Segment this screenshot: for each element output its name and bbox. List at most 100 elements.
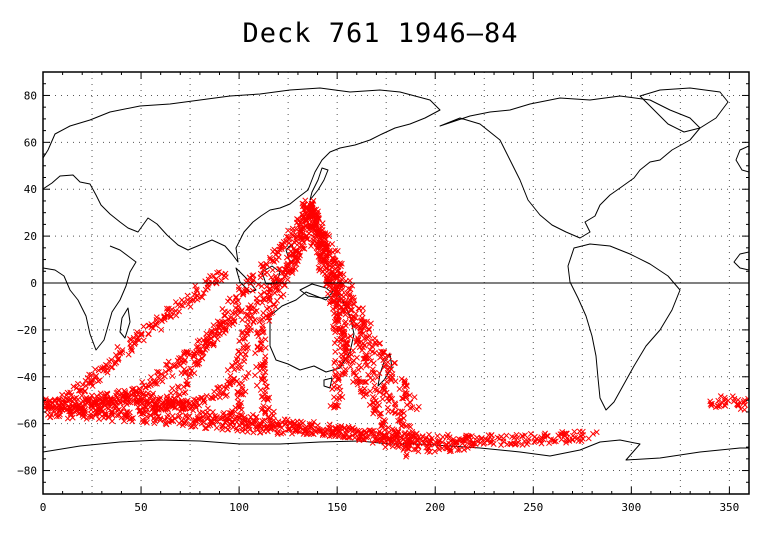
observation-marker [67, 406, 74, 412]
observation-marker [267, 285, 274, 292]
observation-marker [193, 404, 199, 411]
observation-marker [384, 395, 391, 402]
observation-marker [264, 397, 271, 404]
observation-marker [234, 427, 241, 434]
observation-marker [349, 282, 356, 289]
observation-marker [326, 263, 333, 269]
observation-marker [155, 369, 162, 376]
observation-marker [180, 390, 187, 397]
observation-marker [345, 300, 352, 307]
observation-marker [466, 440, 473, 447]
observation-marker [294, 258, 301, 265]
observation-marker [96, 416, 102, 423]
observation-marker [86, 371, 93, 378]
observation-marker [172, 389, 179, 396]
observation-marker [550, 437, 557, 443]
observation-marker [214, 418, 221, 425]
observation-marker [286, 420, 293, 427]
observation-marker [239, 335, 246, 342]
observation-marker [229, 362, 235, 369]
observation-marker [107, 395, 114, 402]
observation-marker [125, 351, 132, 358]
observation-marker [175, 398, 182, 405]
observation-marker [218, 271, 225, 278]
observation-marker [468, 436, 475, 443]
observation-marker [245, 305, 252, 312]
observation-marker [474, 437, 480, 444]
observation-marker [358, 434, 365, 441]
observation-marker [307, 422, 314, 429]
observation-marker [365, 371, 372, 378]
observation-marker [346, 434, 353, 441]
observation-marker [194, 338, 201, 345]
observation-marker [226, 381, 233, 388]
observation-marker [274, 429, 281, 436]
observation-marker [322, 260, 329, 267]
observation-marker [103, 410, 110, 417]
observation-marker [176, 412, 183, 419]
observation-marker [262, 369, 269, 376]
observation-marker [270, 301, 277, 308]
observation-marker [204, 405, 211, 412]
observation-marker [400, 415, 407, 422]
observation-marker [400, 446, 407, 453]
observation-marker [379, 396, 386, 402]
observation-marker [253, 307, 260, 314]
observation-marker [119, 347, 126, 353]
observation-marker [195, 343, 202, 350]
observation-marker [244, 428, 251, 435]
observation-marker [259, 299, 266, 306]
observation-marker [308, 223, 315, 230]
observation-marker [372, 406, 379, 413]
y-tick-label: 60 [24, 136, 37, 149]
observation-marker [401, 379, 408, 386]
observation-marker [230, 321, 236, 327]
observation-marker [101, 411, 108, 418]
observation-marker [332, 374, 338, 381]
observation-marker [252, 372, 258, 379]
observation-marker [236, 381, 243, 387]
observation-marker [316, 230, 323, 237]
observation-marker [267, 420, 273, 426]
observation-marker [171, 362, 178, 369]
observation-marker [512, 441, 519, 448]
observation-marker [114, 394, 121, 401]
observation-marker [558, 436, 565, 443]
observation-marker [153, 405, 160, 412]
observation-marker [359, 388, 366, 395]
observation-marker [108, 364, 115, 371]
observation-marker [284, 276, 291, 283]
observation-marker [211, 388, 218, 395]
x-tick-label: 200 [425, 501, 445, 514]
observation-marker [406, 392, 413, 399]
observation-marker [234, 394, 241, 401]
observation-marker [401, 410, 407, 417]
observation-marker [571, 428, 578, 435]
observation-marker [144, 390, 151, 397]
observation-marker [258, 346, 265, 353]
observation-marker [551, 438, 558, 445]
observation-marker [152, 378, 159, 385]
observation-marker [334, 385, 341, 392]
observation-marker [332, 357, 339, 364]
observation-marker [735, 396, 742, 403]
observation-marker [69, 414, 76, 421]
observation-marker [385, 398, 392, 405]
observation-marker [252, 350, 259, 357]
observation-marker [489, 439, 495, 445]
observation-marker [274, 431, 281, 437]
observation-marker [163, 393, 170, 400]
observation-marker [396, 386, 403, 392]
observation-marker [236, 338, 243, 344]
observation-marker [296, 423, 303, 430]
observation-marker [43, 399, 49, 406]
observation-marker [366, 401, 373, 408]
observation-marker [175, 413, 182, 420]
observation-marker [316, 253, 323, 260]
observation-marker [114, 344, 121, 350]
observation-marker [579, 428, 586, 435]
observation-marker [351, 301, 357, 308]
observation-marker [180, 359, 187, 366]
observation-marker [291, 260, 298, 267]
observation-marker [456, 446, 463, 453]
